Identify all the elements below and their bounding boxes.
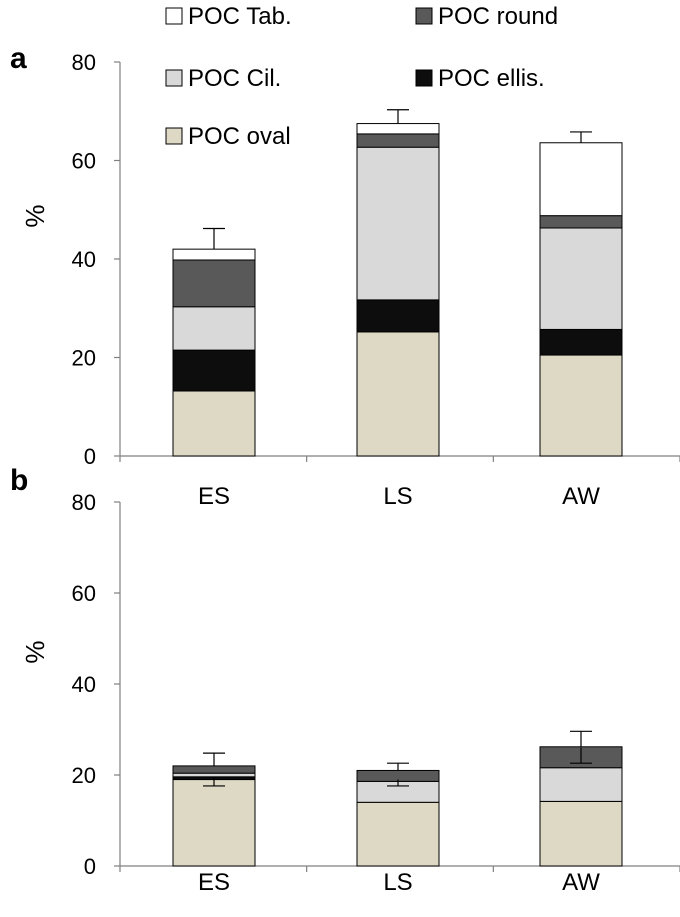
bar-segment [172, 248, 256, 261]
x-category-label: ES [198, 483, 230, 510]
panel-label: b [10, 464, 28, 497]
chart-legend: POC Tab. POC round POC Cil. POC ellis. POC o… [165, 3, 558, 150]
bar-segment [539, 227, 623, 330]
y-tick-label: 20 [72, 346, 96, 371]
y-axis-title: % [20, 640, 50, 663]
bar-segment [539, 142, 623, 217]
legend-swatch [165, 127, 183, 145]
bar-segment [172, 390, 256, 457]
legend-label: POC Cil. [188, 65, 281, 92]
bar-segment [539, 328, 623, 356]
y-tick-label: 0 [84, 444, 96, 469]
legend-swatch [165, 7, 183, 25]
y-tick-label: 60 [72, 149, 96, 174]
y-axis-title: % [20, 204, 50, 227]
legend-swatch [415, 7, 433, 25]
legend-swatch [415, 69, 433, 87]
legend-swatch [165, 69, 183, 87]
legend-label: POC ellis. [438, 65, 545, 92]
bar-segment [356, 299, 440, 333]
panel-a: a% 0 20 40 60 80 ES LS AW [10, 42, 680, 510]
y-tick-label: 20 [72, 763, 96, 788]
bar-segment [539, 800, 623, 867]
panel-label: a [10, 42, 27, 75]
legend-label: POC Tab. [188, 3, 292, 30]
bar-segment [172, 765, 256, 774]
bar-segment [356, 133, 440, 148]
bar-segment [356, 146, 440, 301]
legend-label: POC round [438, 3, 558, 30]
y-tick-label: 40 [72, 672, 96, 697]
bar-segment [172, 779, 256, 867]
y-tick-label: 80 [72, 50, 96, 75]
bar-segment [172, 259, 256, 308]
bar-segment [539, 354, 623, 457]
bar-segment [172, 306, 256, 351]
legend-label: POC oval [188, 123, 291, 150]
y-tick-label: 80 [72, 490, 96, 515]
y-tick-label: 40 [72, 247, 96, 272]
x-category-label: AW [562, 869, 600, 896]
bar-segment [539, 767, 623, 802]
bar-segment [356, 123, 440, 135]
x-category-label: LS [383, 483, 412, 510]
bar-segment [172, 772, 256, 778]
x-category-label: LS [383, 869, 412, 896]
y-tick-label: 60 [72, 581, 96, 606]
x-category-label: ES [198, 869, 230, 896]
bar-segment [356, 801, 440, 867]
bar-segment [356, 331, 440, 457]
bar-segment [172, 349, 256, 392]
panel-b: b% 0 20 40 60 80 ES LS AW [10, 464, 680, 896]
y-tick-label: 0 [84, 854, 96, 879]
x-category-label: AW [562, 483, 600, 510]
bar-segment [539, 215, 623, 229]
